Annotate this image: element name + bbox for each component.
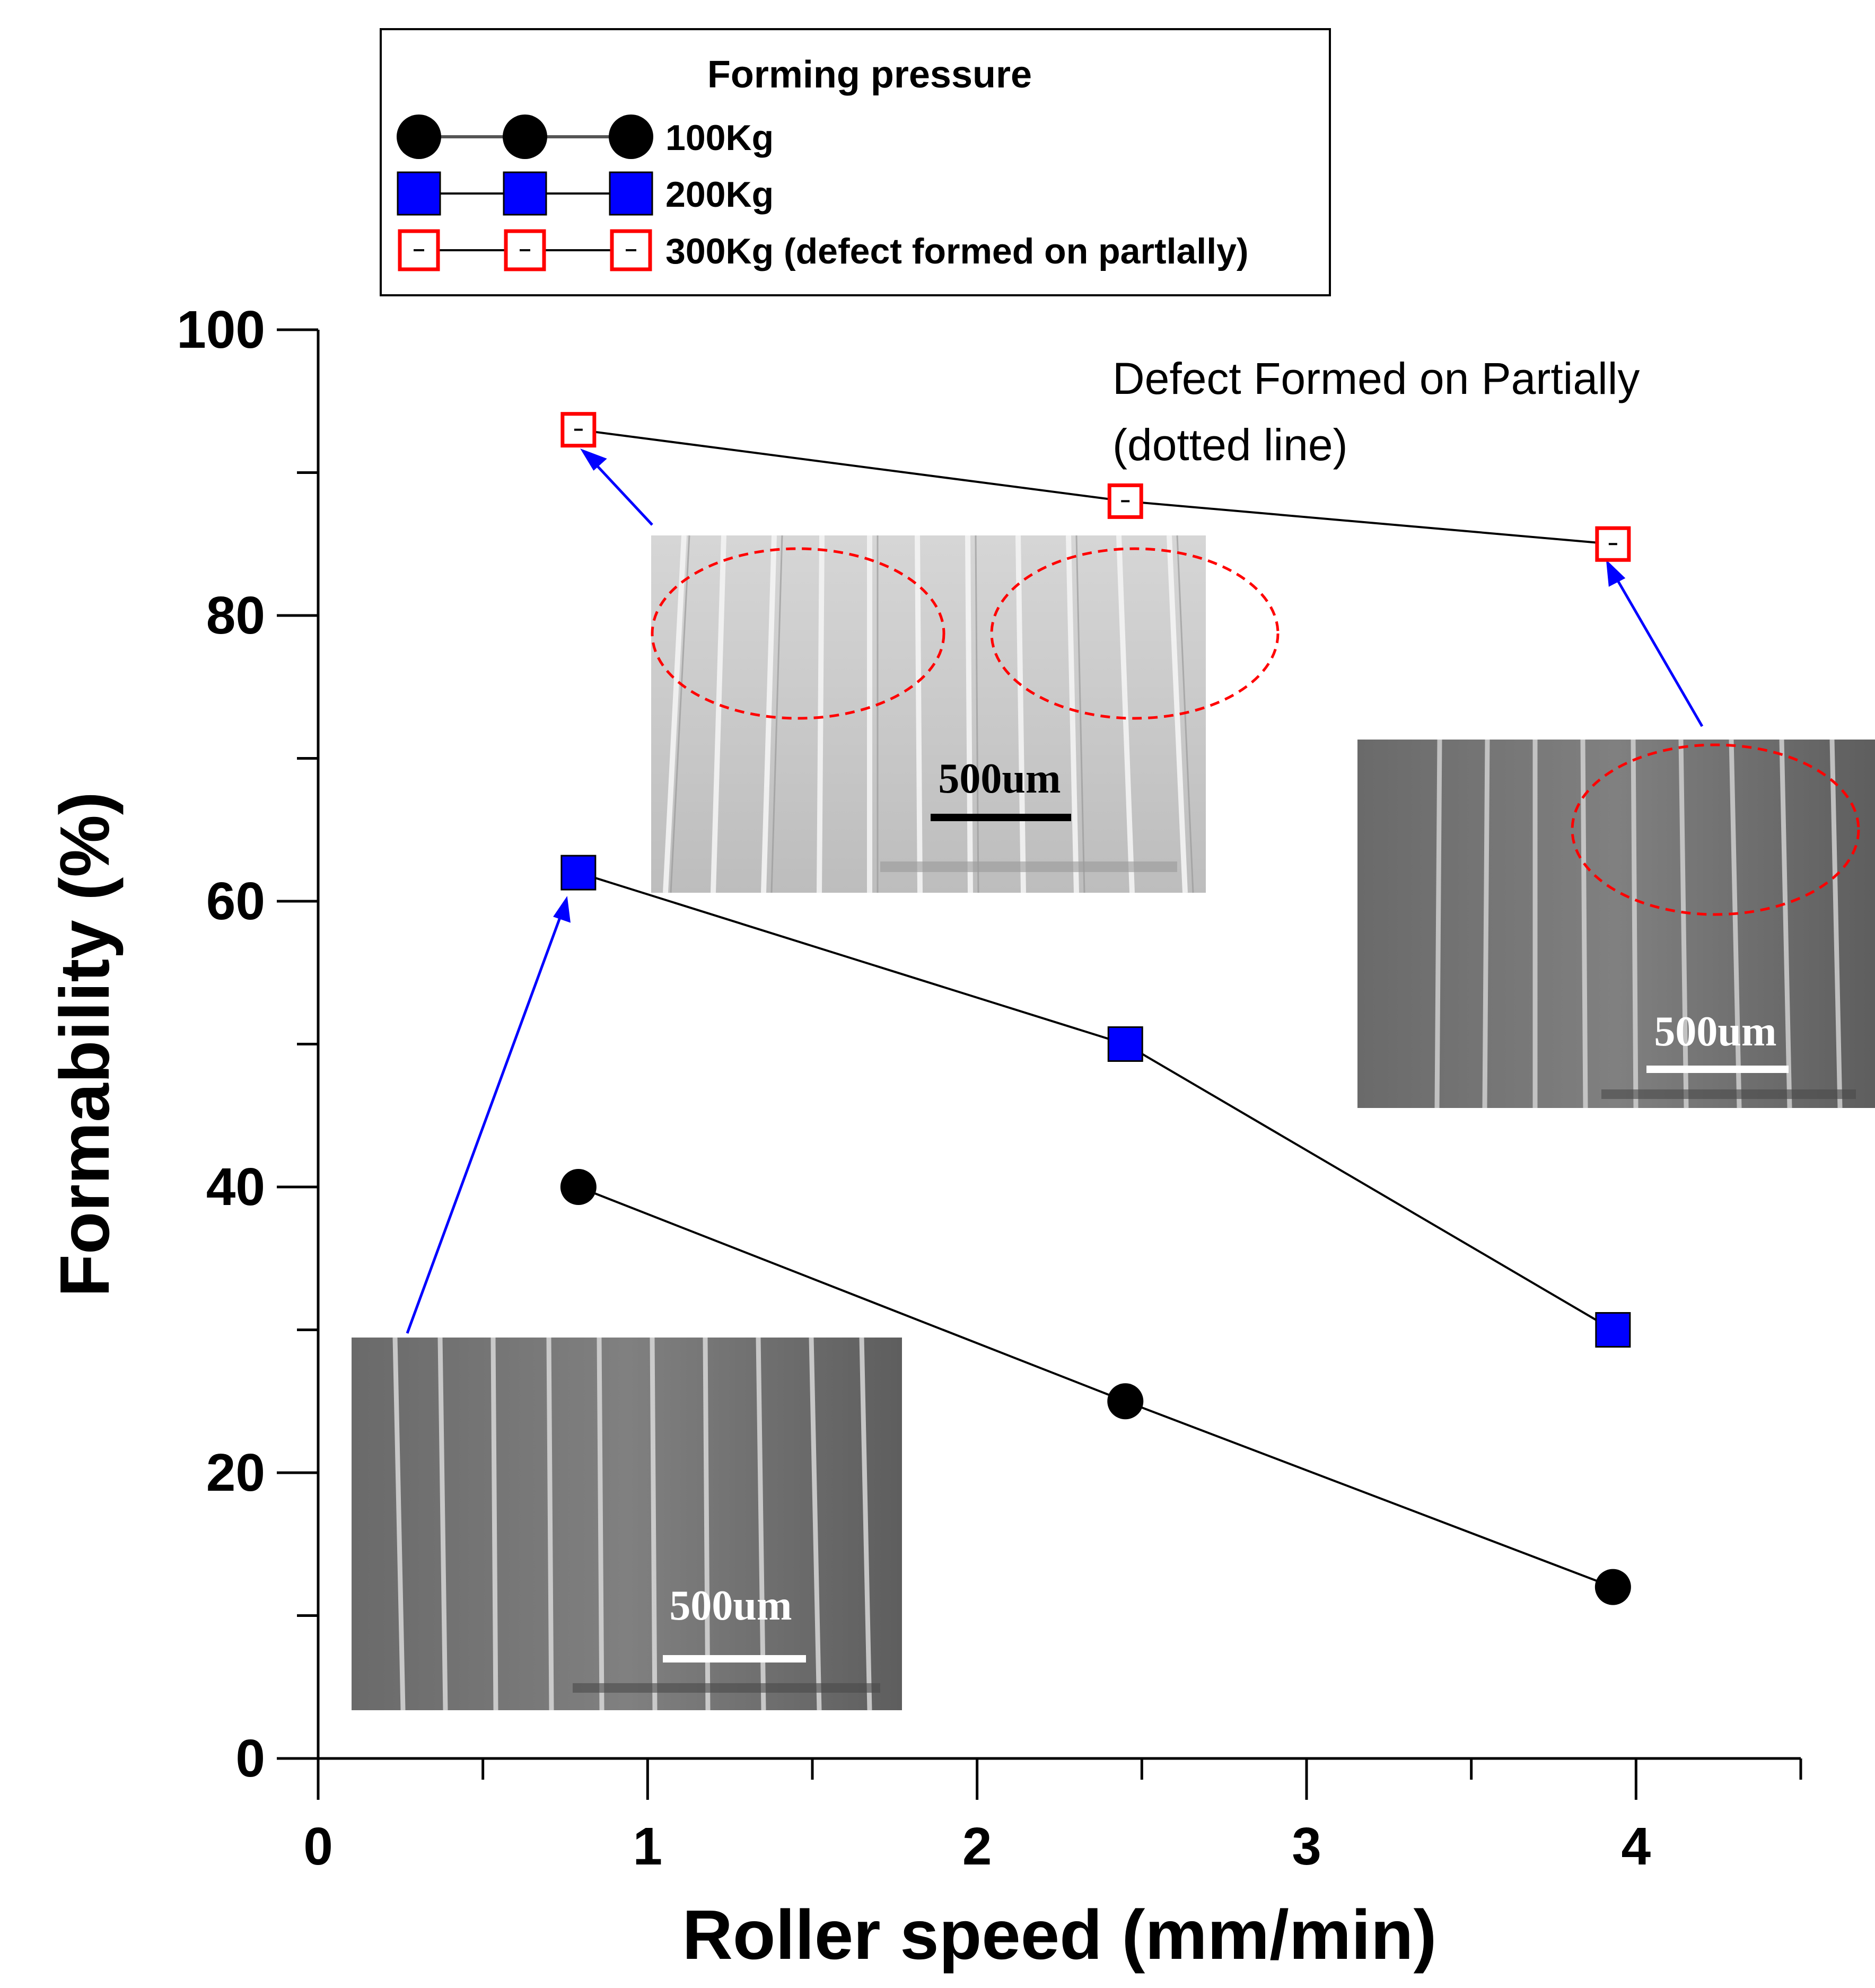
arrow-to-300kg-low <box>580 448 653 526</box>
arrow-to-300kg-high <box>1606 559 1704 727</box>
data-markers <box>560 412 1631 1605</box>
legend-entry-100kg: 100Kg <box>397 115 774 159</box>
defect-annotation-line2: (dotted line) <box>1112 420 1348 470</box>
series-line-300kg <box>578 428 1614 546</box>
data-point-100kg-2 <box>1594 1569 1631 1605</box>
legend: Forming pressure 100Kg 200Kg 300Kg (defe… <box>380 28 1331 296</box>
axes: 0 20 40 60 80 100 0 1 2 3 4 <box>177 300 1802 1876</box>
legend-entry-300kg: 300Kg (defect formed on partlally) <box>398 229 1249 271</box>
legend-label-200kg: 200Kg <box>665 174 774 215</box>
legend-title: Forming pressure <box>707 54 1032 96</box>
data-point-300kg-2 <box>1595 526 1631 562</box>
x-tick-label: 0 <box>303 1817 333 1876</box>
x-tick-label: 1 <box>633 1817 663 1876</box>
annotation-arrows <box>406 448 1704 1334</box>
sem-inset-3-scale-label: 500um <box>669 1582 792 1629</box>
sem-inset-200kg-low-speed: 500um <box>352 1337 902 1711</box>
sem-inset-2-scale-label: 500um <box>1654 1008 1776 1055</box>
y-tick-label: 60 <box>206 872 265 931</box>
x-axis-title: Roller speed (mm/min) <box>682 1896 1437 1974</box>
y-tick-label: 0 <box>235 1729 265 1788</box>
x-tick-label: 4 <box>1622 1817 1651 1876</box>
data-point-200kg-2 <box>1595 1312 1631 1348</box>
y-tick-label: 20 <box>206 1443 265 1502</box>
sem-inset-300kg-high-speed: 500um <box>1357 739 1875 1109</box>
sem-inset-1-scale-label: 500um <box>938 755 1061 802</box>
x-tick-label: 3 <box>1292 1817 1321 1876</box>
x-axis-ticks: 0 1 2 3 4 <box>303 1758 1802 1876</box>
x-tick-label: 2 <box>962 1817 992 1876</box>
y-tick-label: 80 <box>206 586 265 645</box>
arrow-to-200kg-low <box>406 896 571 1334</box>
legend-label-300kg: 300Kg (defect formed on partlally) <box>665 231 1249 271</box>
data-point-200kg-1 <box>1107 1026 1143 1062</box>
y-axis-title: Formability (%) <box>46 791 124 1297</box>
sem-inset-300kg-low-speed: 500um <box>651 535 1280 893</box>
y-axis-ticks: 0 20 40 60 80 100 <box>177 300 318 1788</box>
legend-label-100kg: 100Kg <box>665 118 774 158</box>
y-tick-label: 40 <box>206 1157 265 1217</box>
defect-annotation-line1: Defect Formed on Partially <box>1112 354 1640 403</box>
data-point-100kg-1 <box>1107 1383 1144 1420</box>
y-tick-label: 100 <box>177 300 265 359</box>
legend-entry-200kg: 200Kg <box>397 171 774 216</box>
data-point-100kg-0 <box>560 1169 597 1205</box>
data-point-200kg-0 <box>560 855 597 891</box>
